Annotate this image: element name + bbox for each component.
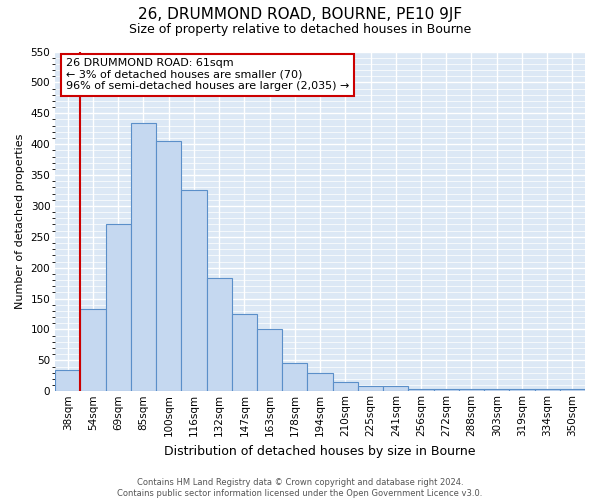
Text: Size of property relative to detached houses in Bourne: Size of property relative to detached ho…	[129, 22, 471, 36]
Bar	[181, 190, 206, 392]
Bar	[434, 389, 459, 392]
Bar	[131, 122, 156, 392]
Bar	[560, 389, 585, 392]
Text: Contains HM Land Registry data © Crown copyright and database right 2024.
Contai: Contains HM Land Registry data © Crown c…	[118, 478, 482, 498]
Bar	[459, 389, 484, 392]
Y-axis label: Number of detached properties: Number of detached properties	[15, 134, 25, 309]
Bar	[383, 386, 409, 392]
X-axis label: Distribution of detached houses by size in Bourne: Distribution of detached houses by size …	[164, 444, 476, 458]
Bar	[358, 386, 383, 392]
Text: 26, DRUMMOND ROAD, BOURNE, PE10 9JF: 26, DRUMMOND ROAD, BOURNE, PE10 9JF	[138, 8, 462, 22]
Bar	[484, 389, 509, 392]
Bar	[409, 389, 434, 392]
Bar	[307, 374, 332, 392]
Bar	[106, 224, 131, 392]
Bar	[206, 278, 232, 392]
Bar	[509, 389, 535, 392]
Bar	[257, 329, 282, 392]
Text: 26 DRUMMOND ROAD: 61sqm
← 3% of detached houses are smaller (70)
96% of semi-det: 26 DRUMMOND ROAD: 61sqm ← 3% of detached…	[66, 58, 349, 92]
Bar	[282, 363, 307, 392]
Bar	[232, 314, 257, 392]
Bar	[332, 382, 358, 392]
Bar	[80, 309, 106, 392]
Bar	[55, 370, 80, 392]
Bar	[156, 141, 181, 392]
Bar	[535, 389, 560, 392]
